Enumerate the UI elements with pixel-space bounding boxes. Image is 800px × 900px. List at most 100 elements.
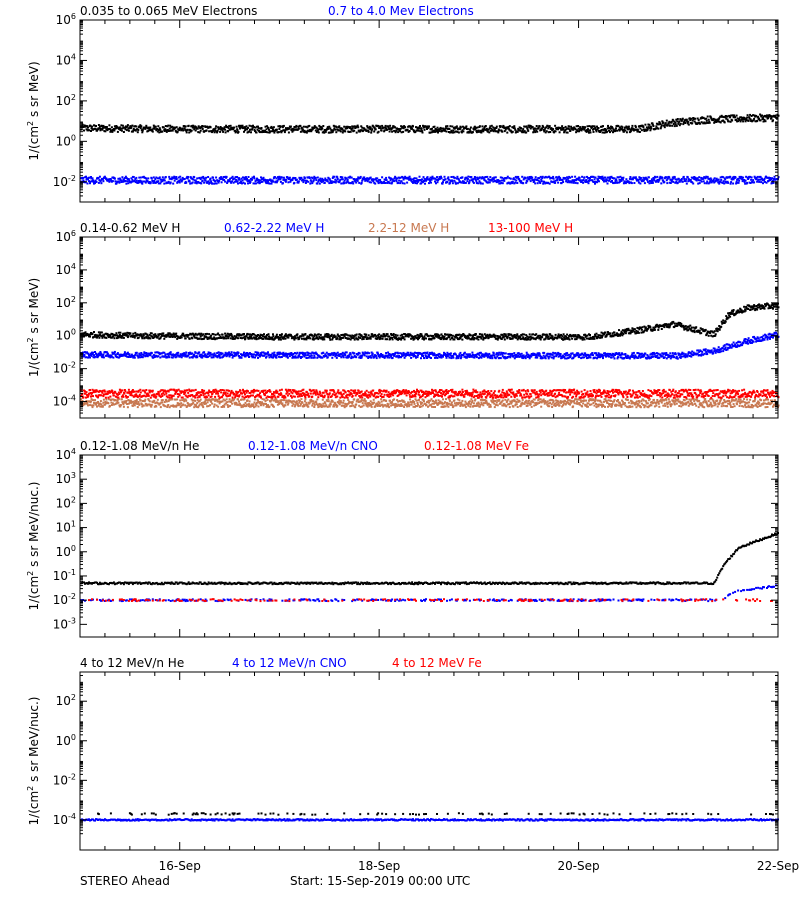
data-point <box>270 125 273 128</box>
data-point <box>360 125 363 128</box>
data-point <box>424 182 426 185</box>
data-point <box>548 337 551 340</box>
data-point <box>164 176 167 178</box>
data-point <box>291 130 294 133</box>
data-point <box>707 121 710 124</box>
data-point <box>678 120 681 123</box>
data-point <box>594 126 597 129</box>
data-point <box>297 354 300 357</box>
data-point <box>645 329 648 332</box>
data-point <box>229 124 232 127</box>
data-point <box>296 351 299 354</box>
data-point <box>275 333 278 336</box>
data-point <box>247 182 249 185</box>
data-point <box>199 353 202 356</box>
data-point <box>230 333 233 336</box>
data-point <box>192 178 195 181</box>
data-point <box>157 355 160 358</box>
data-point <box>755 177 758 179</box>
data-point <box>272 356 274 359</box>
data-point <box>657 123 660 126</box>
data-point <box>593 125 596 128</box>
data-point <box>582 127 585 130</box>
data-point <box>377 130 380 133</box>
data-point <box>232 181 235 184</box>
data-point <box>391 130 394 133</box>
data-point <box>639 182 642 185</box>
data-point <box>183 352 186 355</box>
data-point <box>423 338 425 341</box>
data-point <box>167 352 170 355</box>
data-point <box>351 180 354 183</box>
data-point <box>278 351 281 354</box>
data-point <box>653 327 656 330</box>
data-point <box>428 178 431 181</box>
data-point <box>521 333 524 336</box>
data-point <box>758 180 761 183</box>
data-point <box>526 128 529 131</box>
data-point <box>561 335 564 338</box>
data-point <box>532 333 535 336</box>
data-point <box>561 179 564 182</box>
data-point <box>323 338 326 341</box>
data-point <box>238 177 240 180</box>
data-point <box>241 124 244 127</box>
data-point <box>469 130 472 133</box>
data-point <box>737 309 740 312</box>
data-point <box>334 355 337 358</box>
data-point <box>584 126 587 129</box>
data-point <box>734 116 737 119</box>
data-point <box>251 128 253 131</box>
data-point <box>85 178 88 181</box>
data-point <box>231 353 234 356</box>
data-point <box>514 128 517 131</box>
data-point <box>279 126 282 128</box>
data-point <box>601 175 604 178</box>
data-point <box>312 336 315 339</box>
data-point <box>275 181 278 184</box>
data-point <box>589 131 592 134</box>
data-point <box>100 335 103 338</box>
data-point <box>625 178 628 181</box>
data-point <box>309 352 312 355</box>
data-point <box>188 180 191 183</box>
data-point <box>762 120 765 123</box>
data-point <box>622 130 625 133</box>
data-point <box>385 334 388 337</box>
data-point <box>709 331 712 334</box>
data-point <box>272 130 275 133</box>
data-point <box>154 178 157 180</box>
data-point <box>167 333 170 336</box>
data-point <box>649 125 652 128</box>
data-point <box>211 182 214 185</box>
data-point <box>737 181 740 184</box>
data-point <box>748 305 751 308</box>
data-point <box>625 131 628 134</box>
data-point <box>693 329 696 332</box>
data-point <box>184 337 187 340</box>
data-point <box>257 127 260 130</box>
data-point <box>706 332 709 335</box>
data-point <box>701 328 704 331</box>
data-point <box>115 356 118 359</box>
data-point <box>753 304 756 307</box>
data-point <box>557 333 560 336</box>
data-point <box>349 175 352 178</box>
data-point <box>175 353 178 356</box>
data-point <box>392 333 395 335</box>
data-point <box>485 336 488 339</box>
data-point <box>149 337 152 340</box>
data-point <box>187 176 190 178</box>
data-point <box>407 333 410 336</box>
data-point <box>413 130 415 132</box>
data-point <box>199 129 202 132</box>
data-point <box>320 179 323 182</box>
data-point <box>152 127 155 130</box>
data-point <box>646 127 649 130</box>
data-point <box>368 181 371 184</box>
data-point <box>603 179 606 182</box>
data-point <box>400 338 403 341</box>
data-point <box>731 178 734 181</box>
data-point <box>508 336 511 339</box>
data-point <box>173 127 176 130</box>
